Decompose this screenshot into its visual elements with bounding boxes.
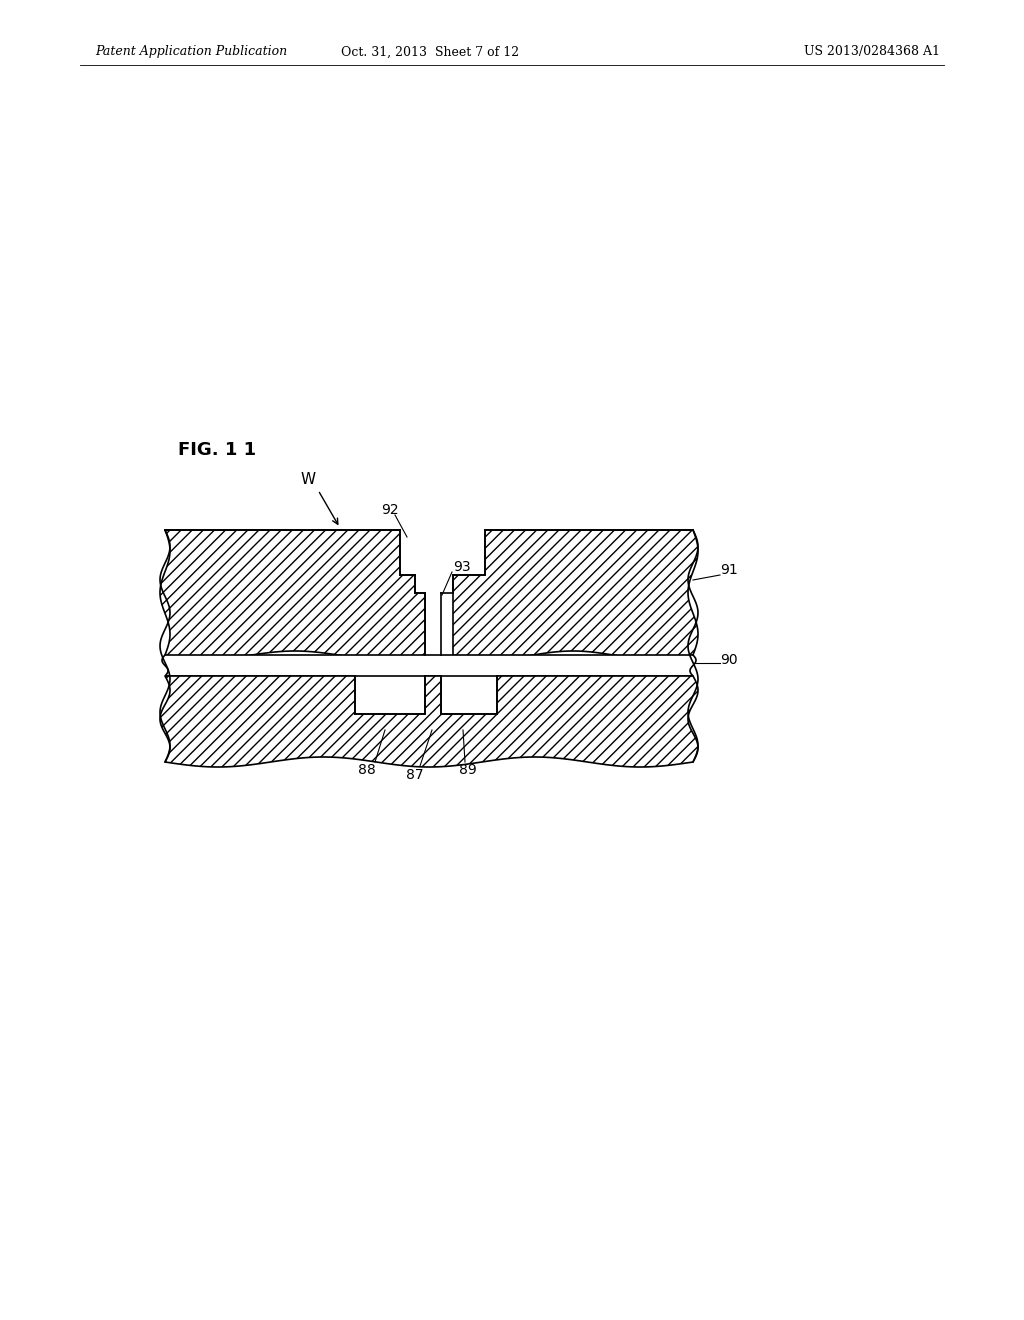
Polygon shape bbox=[162, 655, 696, 676]
Text: 88: 88 bbox=[358, 763, 376, 777]
Text: Patent Application Publication: Patent Application Publication bbox=[95, 45, 287, 58]
Text: 90: 90 bbox=[720, 653, 737, 667]
Text: 91: 91 bbox=[720, 564, 737, 577]
Text: 93: 93 bbox=[453, 560, 471, 574]
Text: US 2013/0284368 A1: US 2013/0284368 A1 bbox=[804, 45, 940, 58]
Text: 89: 89 bbox=[459, 763, 477, 777]
Text: 87: 87 bbox=[407, 768, 424, 781]
Text: Oct. 31, 2013  Sheet 7 of 12: Oct. 31, 2013 Sheet 7 of 12 bbox=[341, 45, 519, 58]
Polygon shape bbox=[160, 531, 425, 659]
Text: W: W bbox=[300, 473, 315, 487]
Text: FIG. 1 1: FIG. 1 1 bbox=[178, 441, 256, 459]
Polygon shape bbox=[453, 531, 698, 659]
Polygon shape bbox=[160, 676, 698, 767]
Text: 92: 92 bbox=[381, 503, 398, 517]
